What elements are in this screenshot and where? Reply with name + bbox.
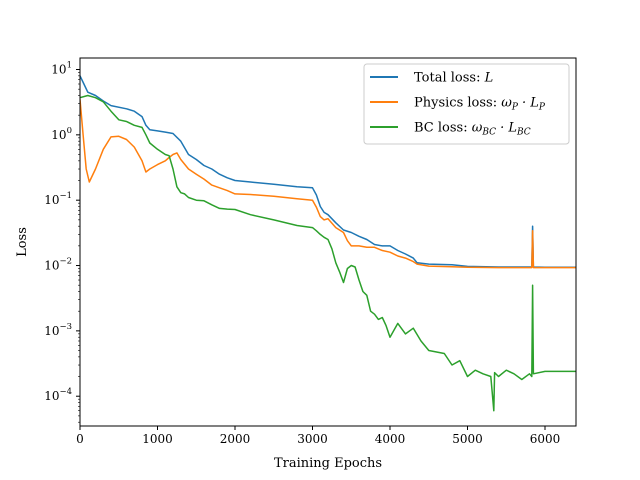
legend-label-1: Total loss: L: [414, 71, 493, 86]
plot-frame: [79, 57, 577, 427]
x-tick-label: 6000: [530, 432, 561, 446]
legend-label-3: BC loss: ωBC · LBC: [414, 121, 531, 138]
x-tick-label: 0: [76, 432, 84, 446]
x-tick-label: 1000: [142, 432, 173, 446]
x-tick-label: 5000: [452, 432, 483, 446]
y-axis-title: Loss: [15, 227, 30, 257]
series-line-2: [80, 99, 576, 269]
x-axis: 0 1000 2000 3000 4000 5000 6000: [76, 426, 560, 446]
legend-label-2: Physics loss: ωP · LP: [414, 96, 546, 113]
y-tick-label: 101: [51, 61, 72, 77]
series-line-3: [80, 94, 576, 412]
y-tick-label: 10−1: [44, 191, 72, 207]
x-tick-label: 2000: [220, 432, 251, 446]
y-axis: 101 100 10−1 10−2 10−3 10−4: [44, 61, 80, 423]
x-axis-title: Training Epochs: [274, 456, 382, 471]
y-tick-label: 10−3: [44, 322, 72, 338]
legend-box: [363, 63, 570, 145]
y-tick-label: 10−2: [44, 257, 72, 273]
legend: Total loss: L Physics loss: ωP · LP BC los…: [363, 63, 570, 145]
y-tick-label: 10−4: [44, 387, 72, 403]
series-layer: [80, 75, 576, 412]
x-tick-label: 4000: [375, 432, 406, 446]
x-tick-label: 3000: [297, 432, 328, 446]
y-tick-label: 100: [51, 126, 72, 142]
series-line-1: [80, 75, 576, 269]
